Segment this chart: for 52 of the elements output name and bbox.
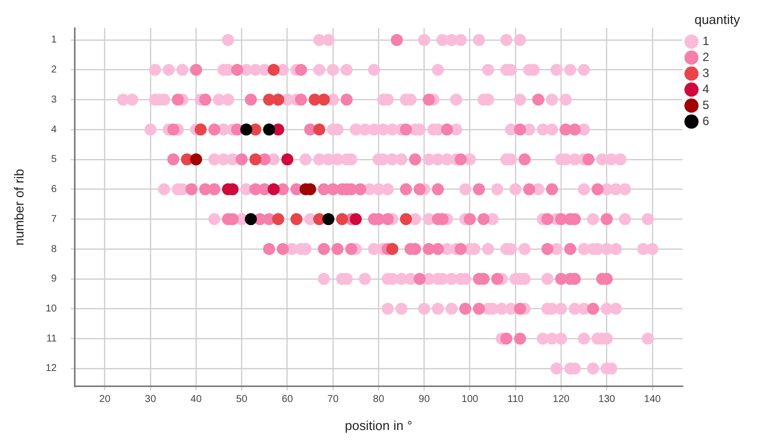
point bbox=[400, 213, 412, 226]
point bbox=[272, 94, 284, 106]
point bbox=[190, 153, 202, 166]
x-tick-label: 90 bbox=[418, 394, 430, 406]
point bbox=[194, 124, 207, 136]
x-tick-label: 130 bbox=[598, 394, 616, 406]
y-tick-label: 3 bbox=[51, 94, 58, 106]
x-tick-label: 110 bbox=[508, 394, 524, 406]
legend-title: quantity bbox=[694, 12, 740, 28]
x-tick-label: 70 bbox=[327, 394, 339, 406]
x-tick-label: 20 bbox=[99, 394, 111, 406]
point bbox=[350, 213, 362, 226]
y-tick-label: 9 bbox=[51, 274, 58, 285]
legend-label: 3 bbox=[702, 66, 710, 80]
y-tick-label: 7 bbox=[51, 214, 58, 225]
y-tick-label: 12 bbox=[46, 363, 58, 374]
x-tick-label: 30 bbox=[144, 394, 156, 406]
point bbox=[249, 153, 262, 166]
x-tick-label: 60 bbox=[282, 394, 294, 406]
point bbox=[322, 213, 334, 226]
point bbox=[240, 124, 252, 136]
x-tick-label: 80 bbox=[373, 394, 385, 406]
y-tick-label: 2 bbox=[51, 64, 58, 76]
y-tick-label: 5 bbox=[51, 154, 58, 166]
legend-label: 4 bbox=[702, 82, 710, 96]
point bbox=[290, 213, 302, 226]
y-tick-label: 6 bbox=[51, 184, 58, 196]
y-tick-label: 1 bbox=[51, 34, 58, 46]
point bbox=[281, 153, 294, 166]
legend-label: 2 bbox=[702, 50, 710, 64]
point bbox=[336, 213, 348, 226]
y-axis-title: number of rib bbox=[11, 168, 26, 246]
point bbox=[244, 213, 257, 226]
point bbox=[268, 183, 280, 196]
y-tick-label: 11 bbox=[46, 333, 58, 344]
x-tick-label: 100 bbox=[462, 394, 479, 406]
y-tick-label: 8 bbox=[51, 244, 58, 255]
x-tick-label: 40 bbox=[190, 394, 202, 406]
point bbox=[263, 124, 276, 136]
legend-label: 6 bbox=[702, 114, 710, 128]
x-axis-title: position in ° bbox=[344, 418, 412, 433]
legend-label: 1 bbox=[702, 34, 710, 48]
legend-label: 5 bbox=[702, 98, 710, 112]
point bbox=[318, 94, 330, 106]
point bbox=[272, 213, 284, 226]
x-tick-label: 140 bbox=[644, 394, 662, 406]
y-tick-label: 4 bbox=[51, 124, 58, 136]
x-tick-label: 120 bbox=[552, 394, 570, 406]
x-tick-label: 50 bbox=[236, 394, 248, 406]
y-tick-label: 10 bbox=[46, 303, 58, 314]
point bbox=[313, 124, 326, 136]
point bbox=[268, 64, 280, 76]
